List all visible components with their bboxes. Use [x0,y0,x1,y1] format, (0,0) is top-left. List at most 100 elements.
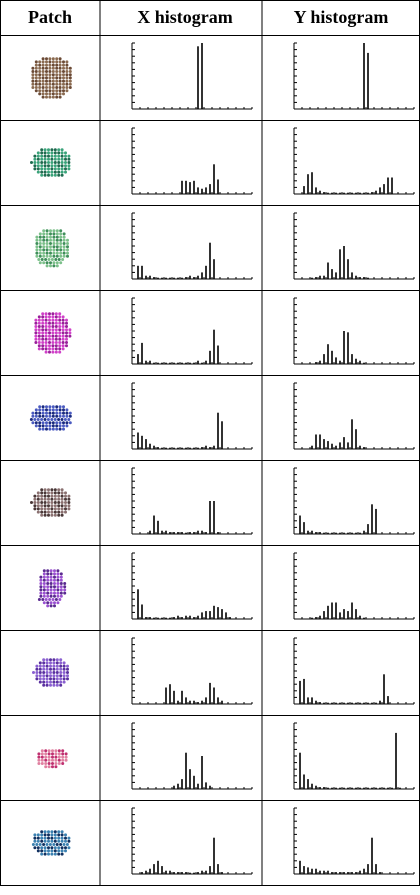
patch-point [51,756,54,759]
patch-point [34,319,37,322]
patch-point [47,158,50,161]
patch-thumbnail [35,229,69,267]
histogram-bar [209,866,211,874]
patch-point [69,412,72,415]
patch-point [41,258,44,261]
patch-point [35,674,38,677]
patch-point [62,325,65,328]
patch-point [59,70,62,73]
histogram-bar [351,788,353,789]
patch-point [67,501,70,504]
histogram-bar [343,609,345,619]
patch-point [45,351,48,354]
patch-point [44,171,47,174]
patch-point [47,853,50,856]
histogram-bar [217,864,219,874]
patch-point [55,338,58,341]
histogram-bar [307,779,309,789]
histogram-bar [319,871,321,874]
histogram-bar [371,504,373,534]
histogram-bar [331,703,333,704]
patch-point [37,511,40,514]
histogram-bar [153,446,155,449]
patch-point [48,83,51,86]
patch-point [57,151,60,154]
patch-point [55,73,58,76]
patch-point [45,80,48,83]
patch-point [58,598,61,601]
patch-point [38,344,41,347]
histogram-bar [153,864,155,874]
patch-point [40,171,43,174]
patch-point [50,588,53,591]
patch-point [45,412,48,415]
patch-point [37,167,40,170]
patch-point [46,261,49,264]
patch-point [47,161,50,164]
patch-point [42,245,45,248]
patch-point [64,507,67,510]
patch-point [46,681,49,684]
patch-point [54,504,57,507]
patch-point [54,158,57,161]
patch-point [58,335,61,338]
histogram-bar [331,872,333,874]
patch-point [51,351,54,354]
histogram-bar [307,531,309,534]
patch-point [50,488,53,491]
patch-point [44,158,47,161]
patch-point [39,661,42,664]
patch-point [59,255,62,258]
histogram-bar [375,864,377,874]
patch-point [50,576,53,579]
patch-point [54,498,57,501]
histogram-bar [335,703,337,704]
patch-point [31,83,34,86]
patch-point [41,319,44,322]
patch-point [38,315,41,318]
patch-point [42,248,45,251]
patch-point [60,588,63,591]
histogram-bar [343,788,345,789]
patch-point [48,335,51,338]
patch-point [50,833,53,836]
patch-point [63,843,66,846]
histogram-bar [347,533,349,534]
histogram-bar [193,532,195,534]
patch-point [46,658,49,661]
histogram-bar [315,362,317,364]
patch-point [39,576,42,579]
patch-point [66,252,69,255]
patch-point [43,592,46,595]
histogram-bar [335,272,337,279]
patch-point [48,341,51,344]
figure-table: Patch X histogram Y histogram [0,0,420,890]
patch-point [50,830,53,833]
histogram-bar [323,276,325,279]
histogram-bar [189,363,191,364]
patch-point [64,840,67,843]
histogram-bar [161,363,163,364]
patch-point [62,322,65,325]
histogram-bar [137,589,139,619]
patch-point [57,504,60,507]
patch-point [63,248,66,251]
patch-point [44,258,47,261]
patch-point [45,73,48,76]
patch-point [56,843,59,846]
histogram-bar [383,788,385,789]
histogram-bar [335,788,337,789]
patch-point [50,164,53,167]
histogram-bar [189,448,191,449]
patch-point [32,671,35,674]
patch-point [47,148,50,151]
patch-point [62,67,65,70]
patch-point [54,752,57,755]
patch-point [35,255,38,258]
patch-point [50,161,53,164]
patch-point [52,661,55,664]
patch-point [61,830,64,833]
patch-point [58,762,61,765]
patch-point [48,64,51,67]
patch-point [65,338,68,341]
